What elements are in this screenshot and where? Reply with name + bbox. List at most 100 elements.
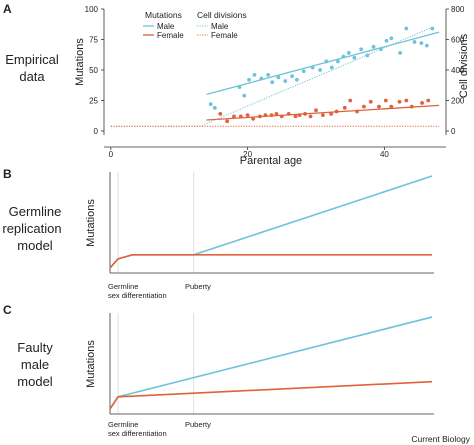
female-mutations-point xyxy=(329,112,333,116)
female-mutations-point xyxy=(362,104,366,109)
male-mutations-point xyxy=(424,43,429,48)
male-mutations-fit-line xyxy=(206,31,440,96)
male-mutations-point xyxy=(352,55,357,60)
panel-a-x-tick-label: 40 xyxy=(380,150,389,159)
panel-c-ylabel: Mutations xyxy=(85,340,97,388)
male-mutations-point xyxy=(430,26,435,31)
panel-a-y-tick-label: 75 xyxy=(89,36,98,45)
panel-c-label-line-3: model xyxy=(17,374,53,389)
panel-a-y-right-tick-label: 200 xyxy=(451,97,465,106)
male-mutations-point xyxy=(290,74,294,78)
panel-letter-a: A xyxy=(3,2,12,16)
panel-letter-b: B xyxy=(3,167,12,181)
panel-a-y-tick-label: 50 xyxy=(89,66,98,75)
female-mutations-point xyxy=(218,112,223,116)
male-mutations-point xyxy=(208,102,213,107)
female-mutations-point xyxy=(420,101,424,105)
male-mutations-point xyxy=(384,38,389,43)
male-mutations-point xyxy=(276,75,281,80)
female-mutations-point xyxy=(225,119,230,124)
male-mutations-point xyxy=(242,93,247,98)
female-mutations-point xyxy=(293,114,298,119)
male-mutations-point xyxy=(266,72,271,77)
panel-a-label-line-2: data xyxy=(19,69,45,84)
panel-b-heading: B Germline replication model xyxy=(2,167,61,253)
male-mutations-point xyxy=(404,26,409,31)
panel-b-ylabel: Mutations xyxy=(85,199,97,247)
female-mutations-point xyxy=(377,104,381,109)
male-mutations-point xyxy=(359,47,364,52)
male-mutations-point xyxy=(318,68,323,72)
panel-b-label-line-2: replication xyxy=(2,221,61,236)
female-mutations-point xyxy=(274,112,279,116)
female-mutations-point xyxy=(251,116,256,121)
panel-a-ylabel-right: Cell divisions xyxy=(458,33,470,98)
legend-label-female-mutations: Female xyxy=(157,31,184,40)
panel-b-label-line-3: model xyxy=(17,238,53,253)
legend-label-male-cell-divisions: Male xyxy=(211,22,229,31)
panel-b-label-line-1: Germline xyxy=(9,204,62,219)
legend-label-female-cell-divisions: Female xyxy=(211,31,238,40)
female-mutations-point xyxy=(389,104,394,109)
panel-a-legend: Mutations Cell divisions Male Female Mal… xyxy=(143,10,247,40)
panel-a-label-line-1: Empirical xyxy=(5,52,59,67)
panel-a-y-tick-label: 100 xyxy=(85,5,99,14)
female-mutations-point xyxy=(245,113,250,118)
female-mutations-point xyxy=(368,99,373,104)
panel-a-y-tick-label: 0 xyxy=(94,127,99,136)
panel-a-x-tick-label: 20 xyxy=(243,150,252,159)
male-mutations-point xyxy=(336,59,340,64)
male-mutations-point xyxy=(283,79,288,83)
female-mutations-point xyxy=(397,99,402,104)
female-mutations-point xyxy=(320,113,325,118)
panel-b-annotation-puberty: Puberty xyxy=(185,282,211,291)
panel-c-label-line-2: male xyxy=(21,357,49,372)
female-mutations-point xyxy=(348,98,353,103)
female-mutations-point xyxy=(314,108,318,113)
panel-b-annotation-germline-line-1: Germline xyxy=(108,282,138,291)
panel-c-annotation-germline-line-1: Germline xyxy=(108,420,138,429)
panel-a-xlabel: Parental age xyxy=(240,155,302,167)
journal-credit: Current Biology xyxy=(411,434,470,444)
panel-b-annotation-germline-line-2: sex differentiation xyxy=(108,291,167,300)
legend-label-male-mutations: Male xyxy=(157,22,175,31)
panel-c-label-line-1: Faulty xyxy=(17,340,53,355)
female-mutations-point xyxy=(383,98,388,103)
male-mutations-point xyxy=(212,105,217,110)
panel-a-y-right-tick-label: 800 xyxy=(451,5,465,14)
panel-a-heading: A Empirical data xyxy=(3,2,59,84)
female-mutations-point xyxy=(404,98,409,103)
male-mutations-point xyxy=(412,40,417,44)
female-mutations-point xyxy=(232,114,236,119)
legend-title-mutations: Mutations xyxy=(145,10,182,20)
female-mutations-point xyxy=(426,98,431,103)
female-mutations-point xyxy=(342,105,347,110)
panel-c-annotation-germline-line-2: sex differentiation xyxy=(108,429,167,438)
legend-title-cell-divisions: Cell divisions xyxy=(197,10,247,20)
male-mutations-point xyxy=(252,72,257,77)
panel-a-y-right-tick-label: 600 xyxy=(451,36,465,45)
panel-a-y-right-tick-label: 400 xyxy=(451,66,465,75)
male-mutations-point xyxy=(247,77,251,82)
male-mutations-point xyxy=(270,80,275,85)
male-mutations-point xyxy=(389,36,394,41)
panel-a-axis-titles: Parental age Mutations Cell divisions xyxy=(74,33,470,167)
female-mutations-point xyxy=(308,114,313,119)
male-mutations-point xyxy=(398,51,403,55)
panel-c-female-line xyxy=(109,380,433,410)
male-mutations-point xyxy=(329,65,334,70)
panel-a-x-tick-label: 0 xyxy=(109,150,114,159)
panel-c-plot xyxy=(109,313,434,415)
male-mutations-point xyxy=(371,44,376,49)
panel-c-heading: C Faulty male model xyxy=(3,303,53,389)
panel-a-y-right-tick-label: 0 xyxy=(451,127,456,136)
male-mutations-point xyxy=(301,69,306,74)
female-mutations-fit-line xyxy=(206,104,440,121)
panel-c-annotation-puberty: Puberty xyxy=(185,420,211,429)
panel-a-y-tick-label: 25 xyxy=(89,97,98,106)
panel-b-female-line xyxy=(109,254,432,269)
male-mutations-point xyxy=(346,51,351,55)
panel-a-ylabel: Mutations xyxy=(74,38,86,86)
